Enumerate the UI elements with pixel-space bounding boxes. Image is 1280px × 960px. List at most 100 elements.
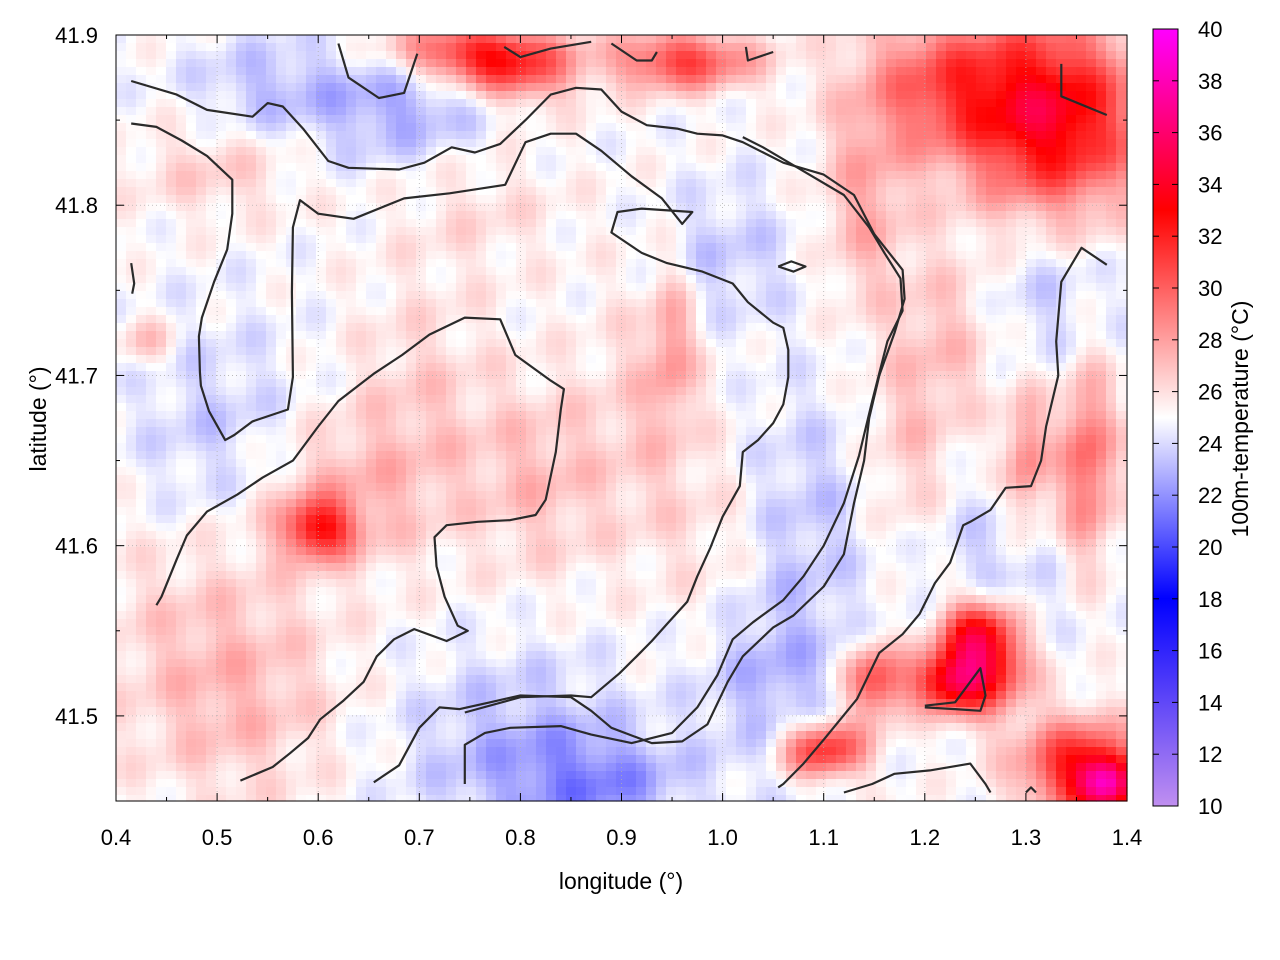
heatmap-cell <box>526 667 537 676</box>
heatmap-cell <box>286 83 297 92</box>
heatmap-cell <box>366 507 377 516</box>
heatmap-cell <box>296 403 307 412</box>
heatmap-cell <box>596 187 607 196</box>
heatmap-cell <box>526 707 537 716</box>
heatmap-cell <box>396 571 407 580</box>
heatmap-cell <box>566 107 577 116</box>
heatmap-cell <box>116 427 127 436</box>
heatmap-cell <box>116 699 127 708</box>
heatmap-cell <box>356 667 367 676</box>
heatmap-cell <box>506 91 517 100</box>
heatmap-cell <box>556 531 567 540</box>
heatmap-cell <box>136 603 147 612</box>
heatmap-cell <box>336 539 347 548</box>
heatmap-cell <box>286 795 297 802</box>
heatmap-cell <box>136 699 147 708</box>
heatmap-cell <box>396 163 407 172</box>
heatmap-cell <box>546 107 557 116</box>
heatmap-cell <box>296 219 307 228</box>
heatmap-cell <box>326 659 337 668</box>
heatmap-cell <box>486 523 497 532</box>
heatmap-cell <box>266 707 277 716</box>
heatmap-cell <box>446 195 457 204</box>
heatmap-cell <box>376 795 387 802</box>
heatmap-cell <box>116 571 127 580</box>
heatmap-cell <box>596 435 607 444</box>
heatmap-cell <box>286 43 297 52</box>
heatmap-cell <box>246 731 257 740</box>
heatmap-cell <box>626 747 637 756</box>
heatmap-cell <box>296 235 307 244</box>
heatmap-cell <box>626 475 637 484</box>
heatmap-cell <box>186 379 197 388</box>
heatmap-cell <box>406 323 417 332</box>
heatmap-cell <box>506 659 517 668</box>
heatmap-cell <box>166 339 177 348</box>
heatmap-cell <box>246 739 257 748</box>
heatmap-cell <box>546 435 557 444</box>
heatmap-cell <box>426 51 437 60</box>
heatmap-cell <box>266 667 277 676</box>
heatmap-cell <box>526 603 537 612</box>
heatmap-cell <box>536 339 547 348</box>
heatmap-cell <box>426 339 437 348</box>
heatmap-cell <box>346 715 357 724</box>
heatmap-cell <box>446 483 457 492</box>
heatmap-cell <box>266 787 277 796</box>
heatmap-cell <box>196 491 207 500</box>
heatmap-cell <box>516 411 527 420</box>
heatmap-cell <box>126 539 137 548</box>
heatmap-cell <box>346 91 357 100</box>
heatmap-cell <box>396 275 407 284</box>
heatmap-cell <box>496 547 507 556</box>
heatmap-cell <box>446 747 457 756</box>
heatmap-cell <box>376 267 387 276</box>
heatmap-cell <box>186 59 197 68</box>
heatmap-cell <box>386 259 397 268</box>
heatmap-cell <box>286 531 297 540</box>
heatmap-cell <box>216 403 227 412</box>
heatmap-cell <box>176 795 187 802</box>
heatmap-cell <box>436 411 447 420</box>
heatmap-cell <box>166 171 177 180</box>
heatmap-cell <box>556 547 567 556</box>
heatmap-cell <box>336 307 347 316</box>
heatmap-cell <box>596 91 607 100</box>
heatmap-cell <box>436 563 447 572</box>
heatmap-cell <box>536 187 547 196</box>
heatmap-cell <box>556 115 567 124</box>
heatmap-cell <box>166 715 177 724</box>
heatmap-cell <box>386 691 397 700</box>
heatmap-cell <box>366 251 377 260</box>
heatmap-cell <box>206 227 217 236</box>
heatmap-cell <box>216 691 227 700</box>
heatmap-cell <box>186 179 197 188</box>
heatmap-cell <box>356 371 367 380</box>
heatmap-cell <box>136 235 147 244</box>
heatmap-cell <box>386 699 397 708</box>
heatmap-cell <box>406 75 417 84</box>
heatmap-cell <box>416 163 427 172</box>
heatmap-cell <box>386 235 397 244</box>
heatmap-cell <box>536 43 547 52</box>
heatmap-cell <box>626 275 637 284</box>
heatmap-cell <box>266 379 277 388</box>
heatmap-cell <box>146 787 157 796</box>
heatmap-cell <box>536 267 547 276</box>
heatmap-cell <box>196 715 207 724</box>
heatmap-cell <box>296 587 307 596</box>
heatmap-cell <box>286 59 297 68</box>
heatmap-cell <box>116 795 127 802</box>
heatmap-cell <box>406 83 417 92</box>
heatmap-cell <box>236 507 247 516</box>
heatmap-cell <box>406 211 417 220</box>
heatmap-cell <box>466 387 477 396</box>
heatmap-cell <box>356 171 367 180</box>
heatmap-cell <box>316 699 327 708</box>
heatmap-cell <box>306 763 317 772</box>
heatmap-cell <box>196 259 207 268</box>
heatmap-cell <box>216 795 227 802</box>
heatmap-cell <box>486 283 497 292</box>
heatmap-cell <box>186 563 197 572</box>
heatmap-cell <box>186 771 197 780</box>
